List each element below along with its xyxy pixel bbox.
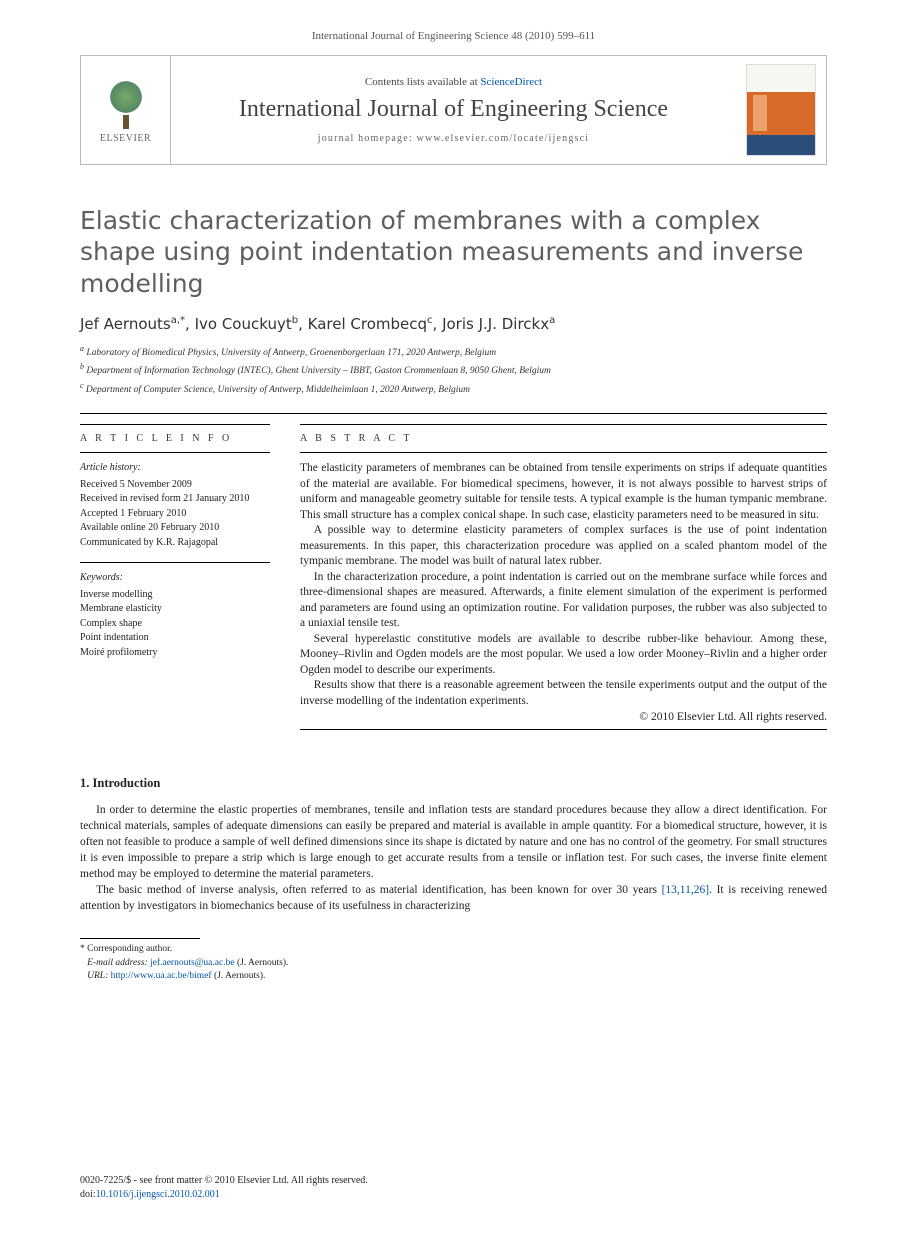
article-info-column: A R T I C L E I N F O Article history: R… (80, 424, 270, 756)
email-label: E-mail address: (87, 958, 150, 968)
author-aff-sup: a,* (171, 315, 185, 326)
author-aff-sup: c (427, 315, 433, 326)
intro-para: In order to determine the elastic proper… (80, 803, 827, 882)
contents-prefix: Contents lists available at (365, 76, 480, 88)
publisher-logo-cell: ELSEVIER (81, 56, 171, 164)
journal-header: ELSEVIER Contents lists available at Sci… (80, 55, 827, 165)
keyword: Membrane elasticity (80, 602, 270, 617)
author: Joris J.J. Dirckx (442, 315, 549, 333)
abstract-column: A B S T R A C T The elasticity parameter… (300, 424, 827, 756)
intro-para-text: The basic method of inverse analysis, of… (96, 884, 662, 896)
keyword: Point indentation (80, 631, 270, 646)
doi-label: doi: (80, 1189, 96, 1200)
doi-line: doi:10.1016/j.ijengsci.2010.02.001 (80, 1188, 368, 1202)
history-line: Communicated by K.R. Rajagopal (80, 536, 270, 551)
article-title: Elastic characterization of membranes wi… (80, 205, 827, 299)
journal-cover-thumbnail (746, 64, 816, 156)
author-aff-sup: b (292, 315, 298, 326)
email-link[interactable]: jef.aernouts@ua.ac.be (150, 958, 234, 968)
abstract-head: A B S T R A C T (300, 433, 827, 444)
footnote-rule (80, 938, 200, 939)
email-tail: (J. Aernouts). (235, 958, 289, 968)
url-label: URL: (87, 971, 111, 981)
citation-link[interactable]: [13,11,26] (662, 884, 709, 896)
author: Karel Crombecq (308, 315, 427, 333)
author-url-link[interactable]: http://www.ua.ac.be/bimef (111, 971, 212, 981)
aff-text: Department of Information Technology (IN… (86, 366, 551, 376)
authors-line: Jef Aernoutsa,*, Ivo Couckuytb, Karel Cr… (80, 315, 827, 333)
cover-cell (736, 56, 826, 164)
email-line: E-mail address: jef.aernouts@ua.ac.be (J… (80, 957, 827, 970)
author-aff-sup: a (549, 315, 555, 326)
publisher-name: ELSEVIER (100, 133, 151, 144)
affiliation: b Department of Information Technology (… (80, 361, 827, 378)
affiliations: a Laboratory of Biomedical Physics, Univ… (80, 343, 827, 397)
running-head: International Journal of Engineering Sci… (0, 30, 907, 42)
introduction-body: In order to determine the elastic proper… (80, 803, 827, 914)
abstract-para: Several hyperelastic constitutive models… (300, 632, 827, 679)
history-line: Received 5 November 2009 (80, 478, 270, 493)
abstract-para: In the characterization procedure, a poi… (300, 570, 827, 632)
page-footer: 0020-7225/$ - see front matter © 2010 El… (80, 1174, 368, 1202)
history-line: Available online 20 February 2010 (80, 521, 270, 536)
aff-text: Department of Computer Science, Universi… (86, 385, 470, 395)
history-head: Article history: (80, 461, 270, 476)
keyword: Moiré profilometry (80, 646, 270, 661)
aff-sup: b (80, 362, 84, 371)
abstract-para: The elasticity parameters of membranes c… (300, 461, 827, 523)
divider (300, 729, 827, 730)
history-line: Received in revised form 21 January 2010 (80, 492, 270, 507)
abstract-para: Results show that there is a reasonable … (300, 678, 827, 709)
history-line: Accepted 1 February 2010 (80, 507, 270, 522)
abstract-body: The elasticity parameters of membranes c… (300, 461, 827, 709)
section-heading-introduction: 1. Introduction (80, 776, 827, 791)
footnotes: * Corresponding author. E-mail address: … (80, 943, 827, 983)
aff-sup: a (80, 344, 84, 353)
url-tail: (J. Aernouts). (212, 971, 266, 981)
contents-available-line: Contents lists available at ScienceDirec… (365, 76, 542, 88)
aff-sup: c (80, 381, 84, 390)
intro-para: The basic method of inverse analysis, of… (80, 883, 827, 915)
article-info-head: A R T I C L E I N F O (80, 433, 270, 444)
abstract-para: A possible way to determine elasticity p… (300, 523, 827, 570)
sciencedirect-link[interactable]: ScienceDirect (480, 76, 542, 88)
journal-name: International Journal of Engineering Sci… (239, 96, 668, 123)
keyword: Complex shape (80, 617, 270, 632)
abstract-copyright: © 2010 Elsevier Ltd. All rights reserved… (300, 711, 827, 723)
info-abstract-row: A R T I C L E I N F O Article history: R… (80, 424, 827, 756)
affiliation: a Laboratory of Biomedical Physics, Univ… (80, 343, 827, 360)
keyword: Inverse modelling (80, 588, 270, 603)
corresponding-author: * Corresponding author. (80, 943, 827, 956)
url-line: URL: http://www.ua.ac.be/bimef (J. Aerno… (80, 970, 827, 983)
author: Ivo Couckuyt (195, 315, 292, 333)
keywords-head: Keywords: (80, 571, 270, 586)
article-history: Article history: Received 5 November 200… (80, 461, 270, 550)
divider (80, 413, 827, 414)
aff-text: Laboratory of Biomedical Physics, Univer… (86, 348, 496, 358)
header-center: Contents lists available at ScienceDirec… (171, 56, 736, 164)
journal-homepage: journal homepage: www.elsevier.com/locat… (318, 133, 590, 144)
keywords-block: Keywords: Inverse modelling Membrane ela… (80, 571, 270, 660)
issn-copyright-line: 0020-7225/$ - see front matter © 2010 El… (80, 1174, 368, 1188)
affiliation: c Department of Computer Science, Univer… (80, 380, 827, 397)
author: Jef Aernouts (80, 315, 171, 333)
doi-link[interactable]: 10.1016/j.ijengsci.2010.02.001 (96, 1189, 220, 1200)
elsevier-tree-icon (101, 77, 151, 127)
